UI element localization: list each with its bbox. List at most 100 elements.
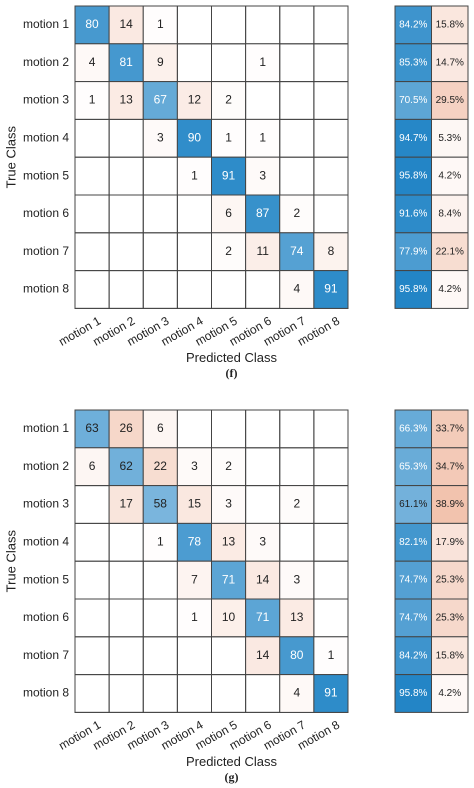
y-axis-label: True Class (3, 530, 18, 593)
y-tick-label: motion 2 (23, 459, 69, 473)
y-tick-label: motion 3 (23, 497, 69, 511)
cell-label: 12 (188, 93, 202, 107)
cell-label: 1 (157, 534, 164, 548)
row-accuracy-cell (394, 194, 432, 234)
y-tick-label: motion 7 (23, 648, 69, 662)
x-axis-label: Predicted Class (186, 754, 278, 769)
summary-label: 4.2% (438, 688, 461, 699)
off-diagonal-cell (279, 560, 315, 600)
cell-label: 2 (293, 206, 300, 220)
summary-label: 33.7% (436, 424, 464, 435)
cell-label: 80 (290, 648, 304, 662)
cell-label: 7 (191, 572, 198, 586)
summary-label: 95.8% (399, 284, 427, 295)
row-accuracy-cell (394, 81, 432, 120)
y-tick-label: motion 2 (23, 55, 69, 69)
cell-label: 2 (225, 93, 232, 107)
caption: (g) (225, 770, 239, 784)
off-diagonal-cell (74, 81, 110, 120)
row-error-cell (431, 485, 469, 524)
row-accuracy-cell (394, 43, 432, 83)
summary-label: 95.8% (399, 688, 427, 699)
off-diagonal-cell (211, 232, 247, 272)
y-tick-label: motion 7 (23, 244, 69, 258)
cell-label: 71 (222, 572, 236, 586)
row-accuracy-cell (394, 485, 432, 524)
off-diagonal-cell (211, 118, 247, 158)
off-diagonal-cell (279, 674, 315, 713)
row-error-cell (431, 194, 469, 234)
cell-label: 6 (225, 206, 232, 220)
cell-label: 3 (259, 534, 266, 548)
summary-label: 4.2% (438, 171, 461, 182)
summary-label: 95.8% (399, 171, 427, 182)
off-diagonal-cell (108, 81, 144, 120)
summary-label: 70.5% (399, 95, 427, 106)
summary-label: 25.3% (436, 575, 464, 586)
cell-label: 1 (328, 648, 335, 662)
cell-label: 80 (85, 17, 99, 31)
off-diagonal-cell (211, 447, 247, 487)
diagonal-cell (313, 674, 349, 713)
y-tick-label: motion 1 (23, 421, 69, 435)
off-diagonal-cell (245, 232, 281, 272)
cell-label: 3 (191, 459, 198, 473)
off-diagonal-cell (142, 522, 178, 562)
off-diagonal-cell (211, 522, 247, 562)
y-tick-label: motion 4 (23, 534, 69, 548)
diagonal-cell (211, 156, 247, 196)
cell-label: 81 (120, 55, 134, 69)
summary-label: 85.3% (399, 57, 427, 68)
off-diagonal-cell (279, 598, 315, 638)
off-diagonal-cell (245, 636, 281, 676)
y-tick-label: motion 4 (23, 130, 69, 144)
cell-label: 1 (191, 610, 198, 624)
cell-label: 3 (293, 572, 300, 586)
cell-label: 14 (120, 17, 134, 31)
off-diagonal-cell (245, 522, 281, 562)
row-error-cell (431, 270, 469, 309)
row-accuracy-cell (394, 270, 432, 309)
summary-label: 91.6% (399, 209, 427, 220)
cell-label: 3 (225, 497, 232, 511)
cell-label: 1 (259, 130, 266, 144)
cell-label: 1 (89, 93, 96, 107)
cell-label: 91 (222, 168, 236, 182)
row-accuracy-cell (394, 560, 432, 600)
summary-label: 5.3% (438, 133, 461, 144)
cell-label: 62 (120, 459, 134, 473)
off-diagonal-cell (279, 194, 315, 234)
off-diagonal-cell (74, 447, 110, 487)
y-tick-label: motion 5 (23, 572, 69, 586)
summary-label: 84.2% (399, 20, 427, 31)
cell-label: 13 (222, 534, 236, 548)
summary-label: 34.7% (436, 461, 464, 472)
row-error-cell (431, 522, 469, 562)
row-accuracy-cell (394, 636, 432, 676)
row-error-cell (431, 118, 469, 158)
diagonal-cell (74, 409, 110, 449)
y-tick-label: motion 8 (23, 686, 69, 700)
cell-label: 4 (89, 55, 96, 69)
cell-label: 17 (120, 497, 134, 511)
cell-label: 2 (293, 497, 300, 511)
off-diagonal-cell (279, 485, 315, 524)
cell-label: 11 (256, 244, 269, 258)
y-axis-label: True Class (3, 126, 18, 189)
cell-label: 22 (154, 459, 168, 473)
diagonal-cell (279, 636, 315, 676)
cell-label: 13 (290, 610, 304, 624)
cell-label: 67 (154, 93, 168, 107)
cell-label: 2 (225, 244, 232, 258)
summary-label: 17.9% (436, 537, 464, 548)
cell-label: 71 (256, 610, 270, 624)
y-tick-label: motion 5 (23, 168, 69, 182)
summary-label: 66.3% (399, 424, 427, 435)
cell-label: 1 (157, 17, 164, 31)
cell-label: 6 (89, 459, 96, 473)
diagonal-cell (74, 5, 110, 45)
summary-label: 74.7% (399, 575, 427, 586)
diagonal-cell (245, 194, 281, 234)
row-error-cell (431, 598, 469, 638)
